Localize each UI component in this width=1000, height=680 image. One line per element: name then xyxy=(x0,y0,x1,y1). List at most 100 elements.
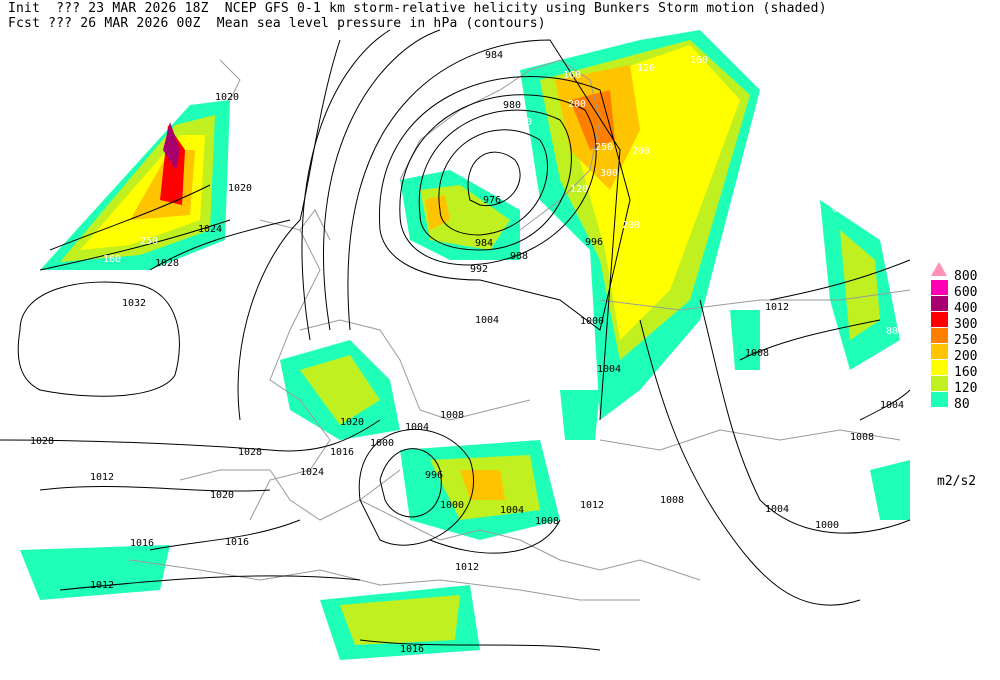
legend-swatch-600 xyxy=(931,280,948,295)
isobar-label: 1024 xyxy=(198,224,222,235)
helicity-area-80 xyxy=(870,460,910,520)
isobar-label: 1016 xyxy=(400,644,424,655)
legend-label-200: 200 xyxy=(954,349,978,364)
isobar xyxy=(347,39,621,421)
helicity-area-120 xyxy=(340,595,460,645)
legend-units: m2/s2 xyxy=(937,474,977,489)
isobar xyxy=(17,281,180,397)
legend-label-80: 80 xyxy=(954,397,970,412)
isobar xyxy=(149,219,291,271)
helicity-area-200 xyxy=(460,470,505,500)
coastline xyxy=(219,59,241,101)
isobar-label: 1008 xyxy=(745,348,769,359)
helicity-area-80 xyxy=(730,310,760,370)
isobar-label: 1016 xyxy=(330,447,354,458)
helicity-area-80 xyxy=(560,390,600,440)
isobar-label: 1032 xyxy=(122,298,146,309)
coastline xyxy=(249,219,331,521)
legend-swatch-120 xyxy=(931,376,948,391)
isobar-label: 988 xyxy=(510,251,528,262)
legend-swatch-80 xyxy=(931,392,948,407)
isobar-label: 1004 xyxy=(765,504,789,515)
legend-swatch-300 xyxy=(931,312,948,327)
isobar xyxy=(379,448,442,518)
coastline xyxy=(299,209,331,241)
helicity-label: 200 xyxy=(632,146,650,157)
isobar-label: 1004 xyxy=(880,400,904,411)
isobar xyxy=(399,94,597,266)
isobar xyxy=(358,429,474,546)
helicity-area-120 xyxy=(840,230,880,340)
isobar-label: 1016 xyxy=(225,537,249,548)
legend-label-600: 600 xyxy=(954,285,978,300)
isobar-label: 1012 xyxy=(90,580,114,591)
coastline xyxy=(129,559,640,601)
legend-label-300: 300 xyxy=(954,317,978,332)
legend-label-120: 120 xyxy=(954,381,978,396)
isobar-label: 1008 xyxy=(660,495,684,506)
legend-swatch-160 xyxy=(931,360,948,375)
helicity-label: 120 xyxy=(875,218,893,229)
isobar xyxy=(429,519,561,554)
coastlines xyxy=(129,59,911,601)
legend-swatch-400 xyxy=(931,296,948,311)
isobar-label: 1016 xyxy=(130,538,154,549)
isobar-label: 1012 xyxy=(580,500,604,511)
isobar-label: 1020 xyxy=(228,183,252,194)
isobar xyxy=(237,39,341,421)
isobar xyxy=(59,575,361,591)
isobar xyxy=(301,29,391,341)
isobar xyxy=(438,129,548,236)
isobar xyxy=(639,319,861,606)
isobar xyxy=(39,219,231,271)
contour-labels: 984 980 976 984 988 992 996 1000 1004 1004 1008 101… xyxy=(30,50,904,655)
pressure-contours xyxy=(0,29,911,651)
header-init-line: Init ??? 23 MAR 2026 18Z NCEP GFS 0-1 km… xyxy=(8,1,827,16)
isobar-label: 1020 xyxy=(215,92,239,103)
isobar-label: 1004 xyxy=(597,364,621,375)
isobar-label: 1028 xyxy=(155,258,179,269)
isobar xyxy=(418,109,572,251)
isobar-label: 1012 xyxy=(455,562,479,573)
isobar-label: 1000 xyxy=(815,520,839,531)
helicity-label: 160 xyxy=(690,55,708,66)
helicity-area-400 xyxy=(163,122,180,170)
isobar xyxy=(379,76,631,331)
isobar-label: 996 xyxy=(585,237,603,248)
isobar-label: 1008 xyxy=(850,432,874,443)
legend-swatch-250 xyxy=(931,328,948,343)
coastline xyxy=(599,289,911,311)
isobar xyxy=(769,259,911,301)
isobar-label: 1004 xyxy=(500,505,524,516)
helicity-area-80 xyxy=(20,545,170,600)
helicity-shading xyxy=(20,30,910,660)
isobar xyxy=(359,639,601,651)
legend-label-250: 250 xyxy=(954,333,978,348)
isobar-label: 1012 xyxy=(765,302,789,313)
helicity-area-120 xyxy=(300,355,380,425)
helicity-label: 300 xyxy=(600,168,618,179)
legend-label-400: 400 xyxy=(954,301,978,316)
isobar-label: 1028 xyxy=(238,447,262,458)
isobar-label: 984 xyxy=(485,50,503,61)
isobar xyxy=(39,485,271,492)
isobar xyxy=(467,151,521,206)
coastline xyxy=(399,59,601,231)
isobar-label: 1000 xyxy=(370,438,394,449)
isobar xyxy=(149,519,301,551)
isobar xyxy=(0,419,381,452)
coastline xyxy=(359,499,701,581)
isobar-label: 1004 xyxy=(405,422,429,433)
legend-label-160: 160 xyxy=(954,365,978,380)
helicity-label: 80 xyxy=(886,326,898,337)
isobar xyxy=(49,184,211,251)
isobar-label: 980 xyxy=(503,100,521,111)
isobar-label: 1000 xyxy=(440,500,464,511)
helicity-label: 160 xyxy=(103,254,121,265)
isobar-label: 996 xyxy=(425,470,443,481)
helicity-label: 200 xyxy=(568,99,586,110)
isobar xyxy=(699,299,911,534)
isobar-label: 1012 xyxy=(90,472,114,483)
isobar-label: 1024 xyxy=(300,467,324,478)
